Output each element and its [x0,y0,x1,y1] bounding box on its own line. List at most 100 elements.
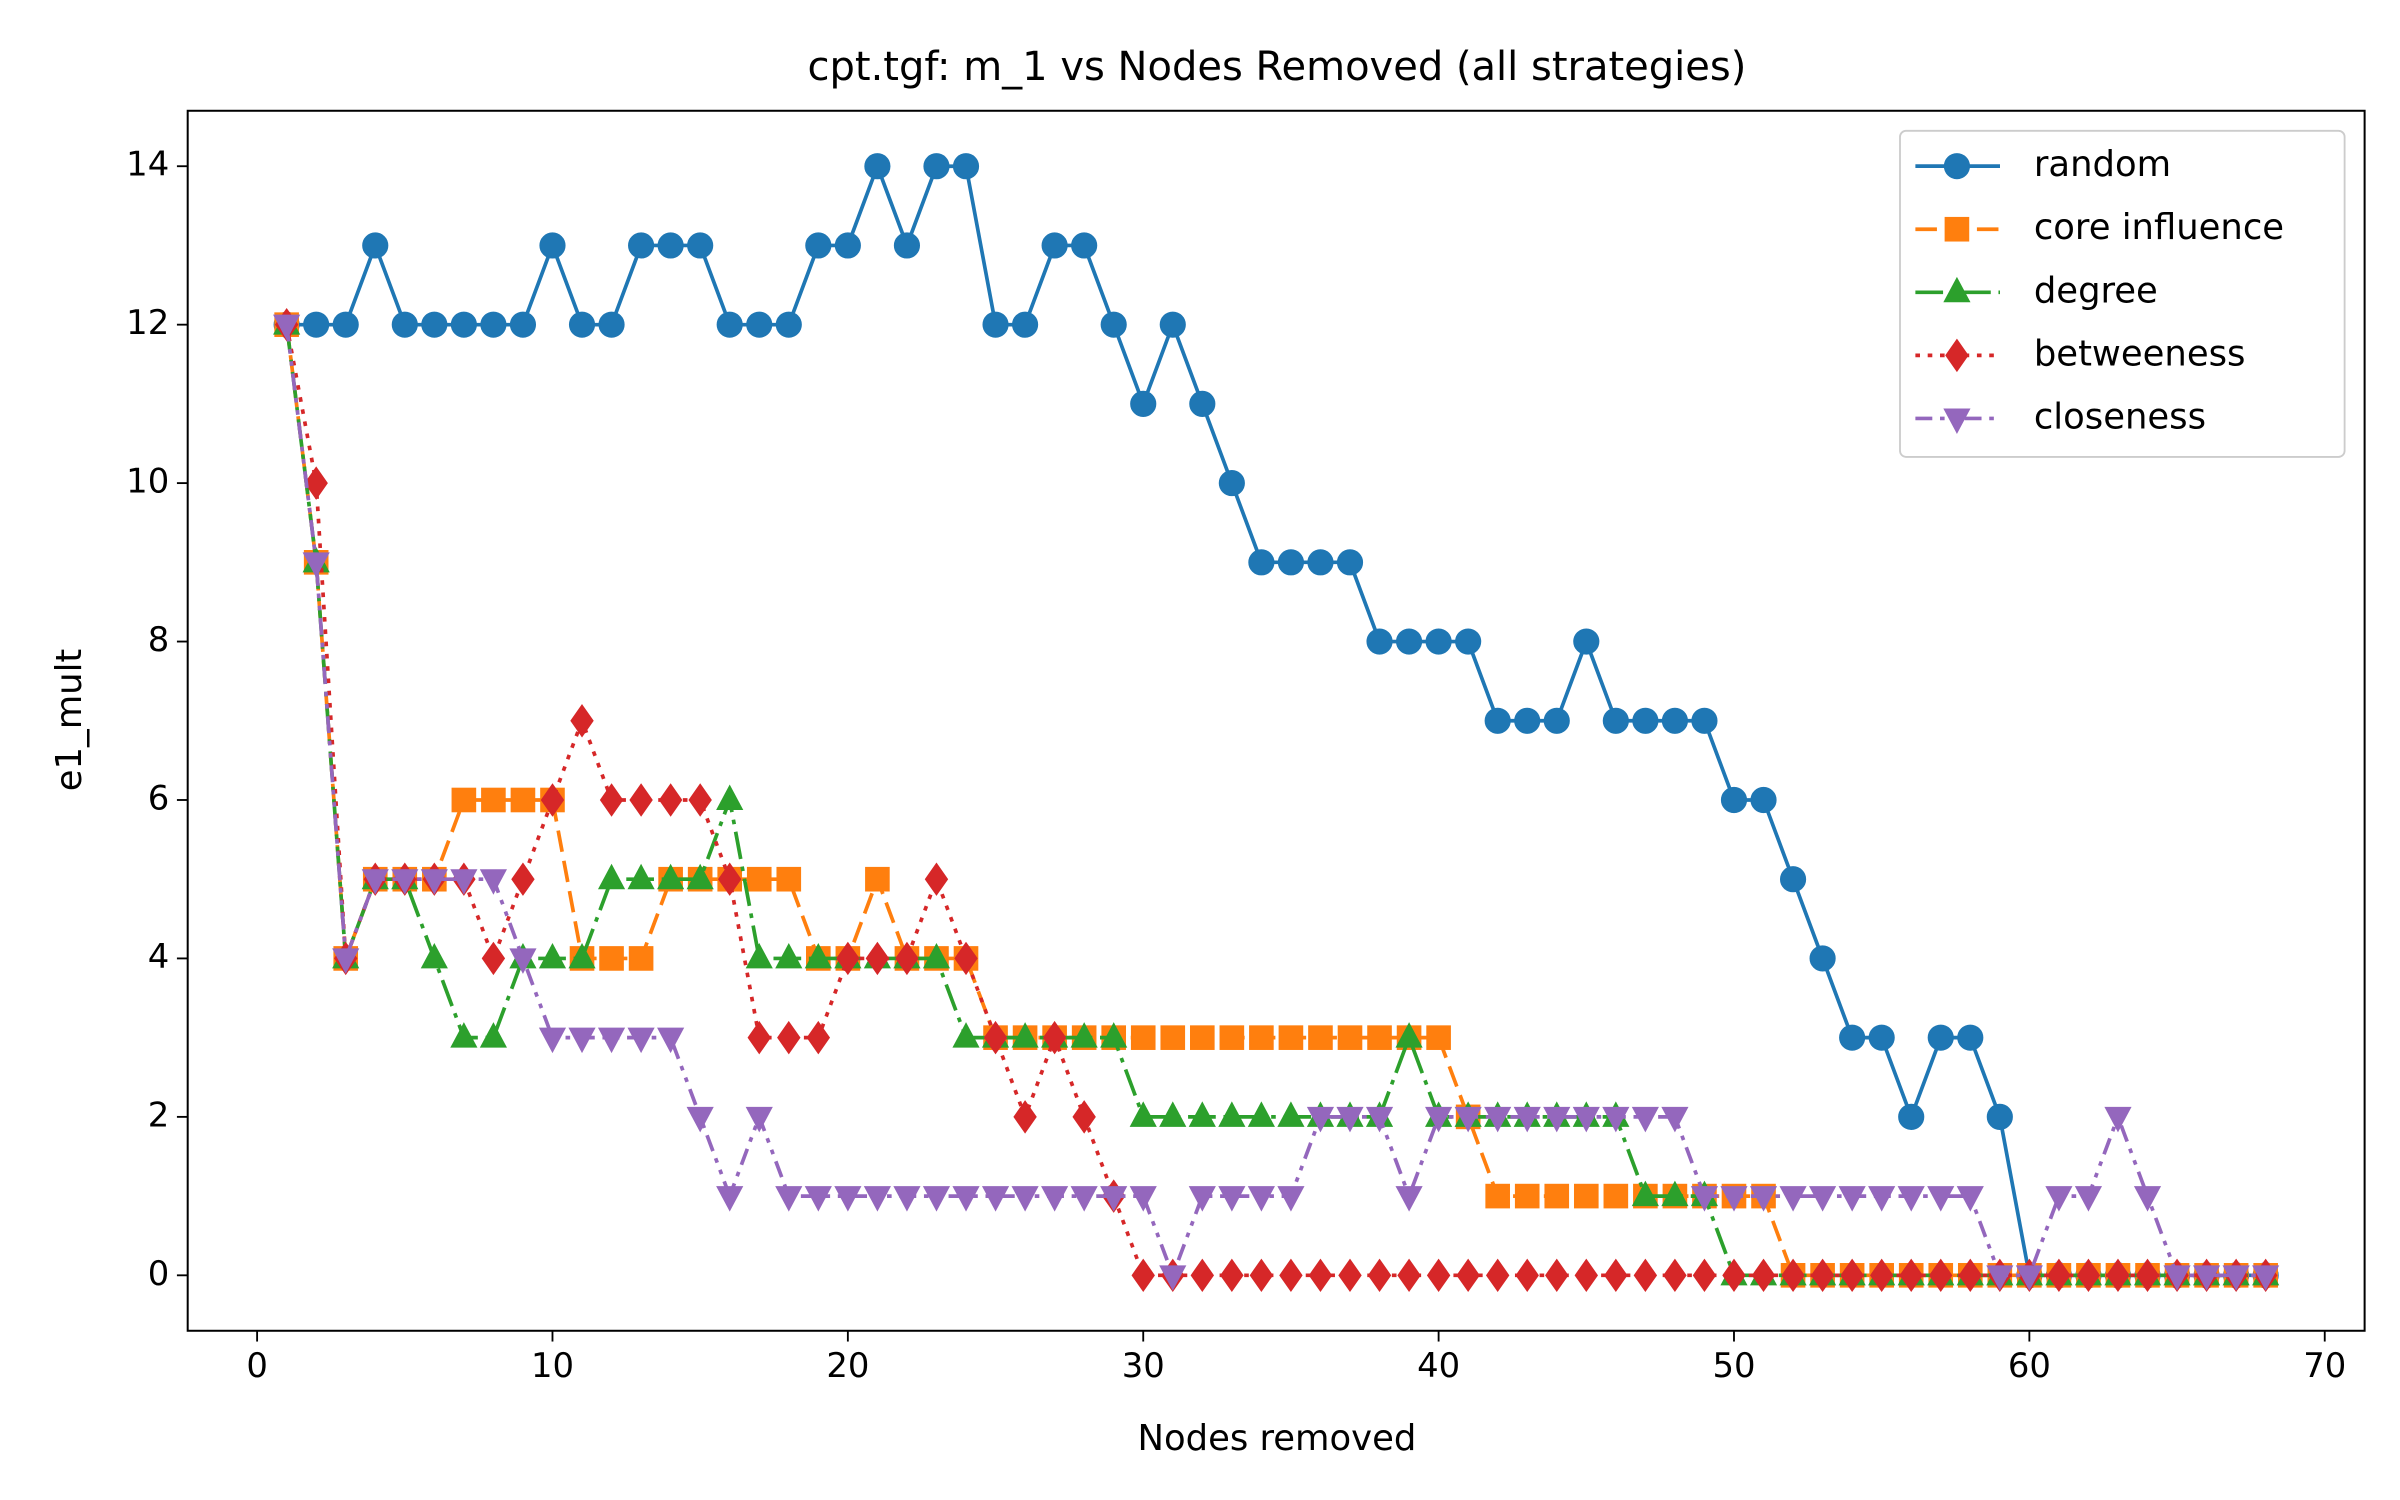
marker [361,869,389,895]
marker [303,311,330,338]
marker [1159,1101,1187,1127]
marker [686,1106,714,1133]
marker [509,948,537,974]
chart-title: cpt.tgf: m_1 vs Nodes Removed (all strat… [808,44,1747,90]
marker [746,866,772,892]
marker [1869,1258,1894,1293]
x-tick-label: 40 [1417,1346,1460,1385]
marker [1838,1186,1866,1212]
marker [1602,1106,1630,1133]
marker [2045,1186,2073,1212]
marker [420,869,448,895]
marker [657,232,684,259]
marker [1071,232,1098,259]
marker [1159,311,1186,338]
marker [1986,1103,2013,1130]
marker [450,1022,478,1048]
marker [1426,1258,1451,1293]
marker [1663,1258,1687,1293]
y-tick-label: 0 [148,1254,170,1293]
marker [1485,1183,1510,1209]
marker [1190,1025,1215,1050]
marker [597,1027,626,1054]
marker [1249,1258,1274,1293]
marker [1899,1258,1923,1293]
marker [510,787,536,813]
marker [1632,707,1659,734]
marker [1189,390,1216,417]
marker [1809,945,1836,972]
marker [1515,1258,1539,1293]
marker [1072,1100,1096,1134]
marker [716,1186,744,1212]
marker [982,311,1009,338]
marker [893,232,921,259]
legend-marker [1943,408,1971,434]
marker [1308,1258,1333,1293]
marker [922,1186,951,1212]
marker [1750,786,1777,814]
marker [568,1027,596,1054]
marker [599,783,624,817]
marker [1484,707,1511,734]
x-tick-label: 30 [1122,1346,1165,1385]
marker [1397,1258,1421,1293]
marker [1308,1025,1333,1050]
marker [1543,1106,1571,1133]
marker [1573,628,1600,655]
legend-marker [1943,153,1971,180]
marker [1395,1022,1423,1048]
marker [1337,1025,1363,1050]
marker [1307,549,1334,576]
marker [2015,1265,2043,1291]
marker [1839,1024,1866,1051]
marker [1868,1024,1895,1051]
marker [332,311,359,338]
marker [1188,1186,1216,1212]
marker [629,783,653,817]
marker [804,942,832,969]
marker [1456,1258,1480,1293]
marker [1130,1025,1156,1050]
marker [1485,1258,1510,1293]
marker [391,311,418,338]
marker [1868,1186,1896,1212]
marker [1661,1106,1689,1133]
marker [747,1020,771,1055]
marker [1100,1186,1128,1212]
marker [1336,549,1364,576]
marker [421,311,448,338]
marker [1336,1106,1364,1133]
marker [1367,1025,1392,1050]
marker [806,1020,831,1055]
x-tick-label: 0 [246,1346,268,1385]
legend-label: core influence [2034,207,2284,248]
marker [1574,1258,1599,1293]
marker [864,153,891,180]
marker [775,311,802,338]
marker [952,1186,980,1212]
marker [1603,1183,1629,1209]
marker [1129,1101,1157,1127]
marker [1100,1022,1128,1048]
series-line [286,164,2266,1278]
x-tick-label: 10 [531,1346,574,1385]
marker [1513,1106,1541,1133]
legend-marker [1944,216,1970,242]
marker [1691,707,1718,734]
marker [480,311,507,338]
marker [1249,1025,1274,1050]
marker [1661,707,1688,734]
marker [539,232,566,259]
marker [1188,1101,1216,1127]
x-tick-label: 50 [1712,1346,1755,1385]
marker [2074,1186,2103,1212]
marker [1602,707,1629,734]
marker [628,946,654,971]
marker [479,869,507,895]
marker [923,153,950,180]
marker [1751,1258,1776,1293]
marker [1544,1183,1570,1209]
marker [1690,1186,1719,1212]
